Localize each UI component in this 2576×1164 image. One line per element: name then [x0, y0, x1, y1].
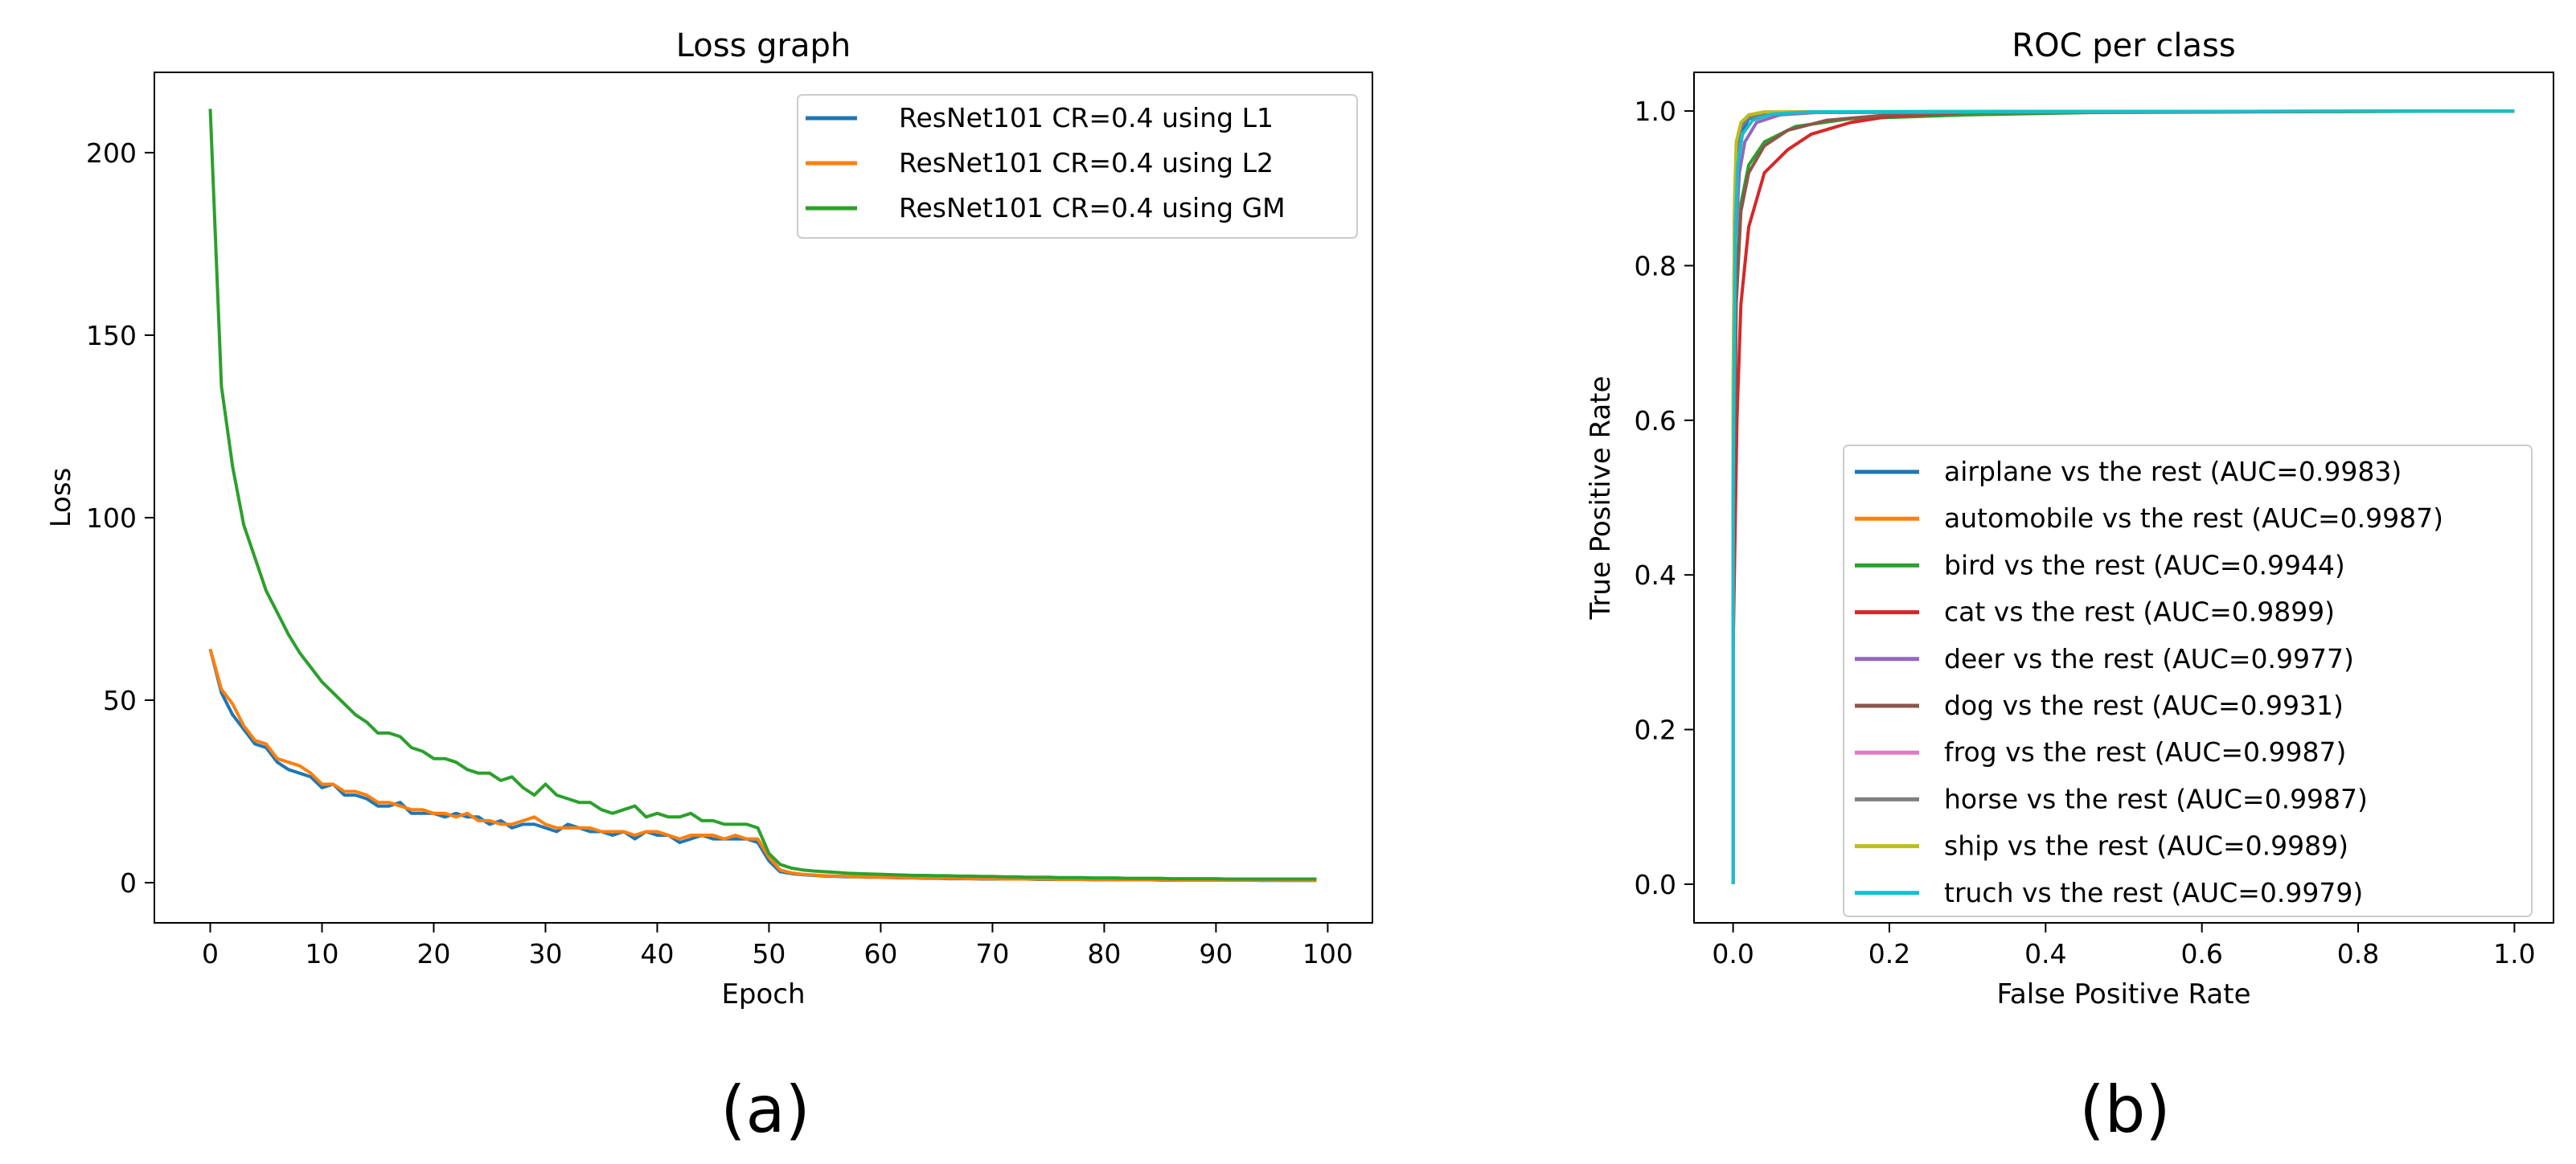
panel-label: (b) [2079, 1072, 2170, 1147]
series-line [1731, 109, 2515, 884]
x-tick-label: 20 [416, 938, 450, 969]
y-tick-label: 1.0 [1635, 96, 1676, 127]
panel-label: (a) [720, 1072, 810, 1147]
series-line [208, 109, 1317, 881]
x-tick-label: 0.2 [1868, 938, 1910, 969]
x-tick-label: 70 [975, 938, 1009, 969]
legend-label: cat vs the rest (AUC=0.9899) [1944, 596, 2335, 628]
x-axis-label: False Positive Rate [1997, 978, 2251, 1010]
axes-frame [154, 72, 1373, 924]
roc-chart: 0.0 0.2 0.4 0.6 0.8 1.0 0.0 0.2 0.4 0.6 0.8 1.0 ROC … [1585, 27, 2554, 1147]
legend-label: ResNet101 CR=0.4 using L2 [899, 147, 1274, 178]
chart-title: Loss graph [676, 27, 851, 64]
x-axis-label: Epoch [721, 978, 805, 1010]
x-tick-label: 0.4 [2024, 938, 2066, 969]
axes-frame [1693, 72, 2554, 924]
x-tick-label: 90 [1199, 938, 1233, 969]
y-tick-label: 0 [120, 867, 137, 899]
legend-label: automobile vs the rest (AUC=0.9987) [1944, 502, 2443, 534]
x-tick-label: 40 [640, 938, 674, 969]
legend-label: deer vs the rest (AUC=0.9977) [1944, 643, 2354, 674]
x-tick-label: 100 [1302, 938, 1353, 969]
x-tick-label: 10 [305, 938, 338, 969]
y-tick-label: 200 [86, 137, 137, 169]
y-tick-label: 150 [86, 320, 137, 351]
y-tick-label: 50 [103, 685, 137, 716]
y-tick-label: 0.0 [1635, 869, 1676, 900]
y-axis-label: True Positive Rate [1585, 376, 1617, 621]
y-tick-label: 0.6 [1635, 405, 1676, 436]
x-tick-label: 60 [863, 938, 897, 969]
x-tick-label: 50 [752, 938, 786, 969]
x-tick-label: 0.6 [2180, 938, 2222, 969]
legend-box [797, 94, 1358, 239]
legend-label: truch vs the rest (AUC=0.9979) [1944, 877, 2363, 908]
chart-title: ROC per class [2012, 27, 2235, 64]
loss-chart: 0 10 20 30 40 50 60 70 80 90 100 0 50 100 150 200 Loss g… [45, 27, 1373, 1147]
y-tick-label: 0.2 [1635, 715, 1676, 746]
legend-label: bird vs the rest (AUC=0.9944) [1944, 549, 2345, 580]
y-tick-label: 0.4 [1635, 559, 1676, 591]
legend-label: ResNet101 CR=0.4 using L1 [899, 102, 1274, 133]
legend-box [1843, 445, 2533, 917]
legend-label: airplane vs the rest (AUC=0.9983) [1944, 456, 2402, 487]
x-tick-label: 0 [202, 938, 219, 969]
legend-label: ship vs the rest (AUC=0.9989) [1944, 830, 2348, 862]
legend-label: horse vs the rest (AUC=0.9987) [1944, 783, 2368, 814]
series-line [208, 648, 1317, 883]
y-tick-label: 100 [86, 502, 137, 534]
y-tick-label: 0.8 [1635, 250, 1676, 281]
x-tick-label: 0.8 [2337, 938, 2379, 969]
legend-label: ResNet101 CR=0.4 using GM [899, 192, 1286, 223]
x-tick-label: 30 [528, 938, 562, 969]
x-tick-label: 0.0 [1712, 938, 1754, 969]
x-tick-label: 1.0 [2493, 938, 2535, 969]
legend-label: frog vs the rest (AUC=0.9987) [1944, 736, 2346, 768]
y-axis-label: Loss [45, 468, 77, 528]
legend-label: dog vs the rest (AUC=0.9931) [1944, 690, 2344, 721]
x-tick-label: 80 [1087, 938, 1121, 969]
